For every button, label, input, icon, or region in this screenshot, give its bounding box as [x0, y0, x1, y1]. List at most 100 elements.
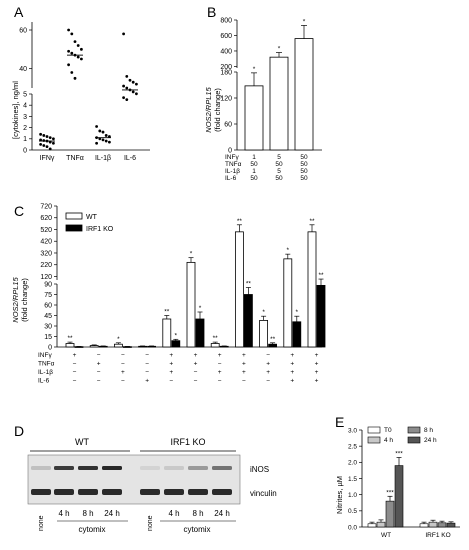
scatter-point [52, 141, 55, 145]
bar-wt [234, 231, 244, 348]
inos-band [164, 466, 184, 470]
table-row-label: TNFα [225, 161, 242, 168]
category-label: IL-6 [124, 155, 136, 162]
scatter-point [122, 96, 125, 100]
matrix-cell: + [290, 378, 294, 385]
significance-mark: *** [395, 450, 403, 457]
matrix-cell: − [121, 378, 125, 385]
tick-label: 180 [220, 69, 232, 76]
tick-label: 2.0 [348, 460, 357, 467]
vinculin-band [54, 489, 74, 495]
panel-e: E Nitrites, µM 0.0 0.5 1.0 1.5 2.0 2.5 3.0 ***… [335, 414, 460, 539]
blot-group-ko: IRF1 KO [170, 437, 205, 447]
scatter-point [52, 137, 55, 141]
tick-label: 520 [40, 227, 52, 234]
tick-label: 720 [40, 203, 52, 210]
significance-mark: ** [270, 336, 276, 343]
panel-c-ylabel-sub: (fold change) [20, 278, 29, 322]
scatter-point [67, 63, 70, 67]
matrix-cell: + [73, 352, 77, 359]
legend-swatch [367, 426, 381, 434]
inos-band [140, 466, 160, 470]
scatter-point [76, 44, 80, 47]
bar-ko [292, 321, 302, 348]
tick-label: 5 [23, 91, 27, 98]
bar-ko [147, 345, 157, 348]
panel-a-upper-ticks: 40 60 [19, 27, 32, 73]
significance-mark: * [199, 305, 202, 312]
matrix-cell: + [218, 369, 222, 376]
bar-8h [385, 500, 395, 528]
tick-label: 60 [224, 121, 232, 128]
tick-label: 0 [48, 344, 52, 351]
bar-wt [283, 258, 293, 348]
tick-label: 420 [40, 239, 52, 246]
table-cell: 1 [252, 154, 256, 161]
matrix-row-label: INFγ [38, 352, 52, 359]
scatter-point [135, 82, 138, 86]
matrix-cell: + [145, 378, 149, 385]
scatter-point [122, 84, 125, 88]
legend-wt-swatch [65, 212, 83, 220]
tick-label: 0 [228, 147, 232, 154]
matrix-cell: − [145, 352, 149, 359]
significance-mark: * [175, 332, 178, 339]
legend-label: 8 h [424, 427, 433, 434]
tick-label: 2.5 [348, 444, 357, 451]
legend-label: 4 h [384, 437, 393, 444]
scatter-point [70, 32, 74, 36]
tick-label: 45 [44, 313, 52, 320]
panel-a-lower-ticks: 0 1 2 3 4 5 [23, 91, 32, 154]
bar-T0 [367, 523, 377, 528]
bar-wt [186, 261, 196, 348]
matrix-cell: + [97, 361, 101, 368]
tick-label: 220 [40, 262, 52, 269]
bar-ko [171, 340, 181, 348]
matrix-cell: − [97, 378, 101, 385]
matrix-cell: + [242, 361, 246, 368]
scatter-point [131, 80, 135, 84]
matrix-cell: + [315, 361, 319, 368]
bar-wt [259, 319, 269, 348]
lane-label: none [147, 515, 154, 531]
matrix-cell: + [315, 378, 319, 385]
panel-d-letter: D [14, 423, 24, 439]
group-label: WT [381, 532, 391, 539]
scatter-point [73, 40, 77, 43]
scatter-point [108, 140, 111, 144]
matrix-cell: + [315, 352, 319, 359]
matrix-cell: + [169, 361, 173, 368]
category-label: TNFα [66, 155, 84, 162]
tick-label: 4 [23, 103, 27, 110]
inos-band [31, 466, 51, 470]
bar-ko [195, 318, 205, 348]
bar [269, 56, 289, 151]
table-cell: 50 [300, 175, 308, 182]
bar-8h [437, 522, 447, 528]
tick-label: 90 [44, 281, 52, 288]
tick-label: 1.5 [348, 476, 357, 483]
scatter-point [80, 57, 83, 61]
scatter-point [98, 129, 102, 133]
bar [244, 85, 264, 151]
tick-label: 0.5 [348, 508, 357, 515]
matrix-cell: + [194, 352, 198, 359]
scatter-point [45, 145, 49, 149]
blot-group-wt: WT [75, 437, 89, 447]
bar-wt [162, 318, 172, 348]
legend-label: 24 h [424, 437, 437, 444]
category-label: IFNγ [40, 155, 55, 162]
bar-wt [138, 345, 148, 348]
lane-label: 4 h [58, 509, 69, 518]
legend-swatch [367, 436, 381, 444]
matrix-cell: − [266, 378, 270, 385]
legend-ko-label: IRF1 KO [86, 226, 114, 233]
bar-ko [316, 284, 326, 348]
tick-label: 60 [44, 302, 52, 309]
bar-ko [98, 345, 108, 348]
vinculin-band [102, 489, 122, 495]
panel-e-ticks: 0.0 0.5 1.0 1.5 2.0 2.5 3.0 [348, 427, 362, 531]
table-cell: 50 [275, 175, 283, 182]
tick-label: 0.0 [348, 524, 357, 531]
panel-b: B NOS2/RPL15 (fold change) 200400600800 … [204, 4, 322, 182]
